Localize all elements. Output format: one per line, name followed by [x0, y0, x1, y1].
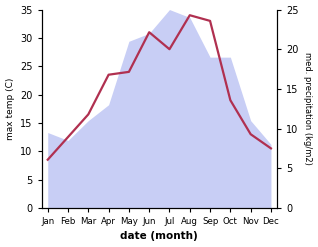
- Y-axis label: med. precipitation (kg/m2): med. precipitation (kg/m2): [303, 52, 313, 165]
- Y-axis label: max temp (C): max temp (C): [5, 78, 15, 140]
- X-axis label: date (month): date (month): [121, 231, 198, 242]
